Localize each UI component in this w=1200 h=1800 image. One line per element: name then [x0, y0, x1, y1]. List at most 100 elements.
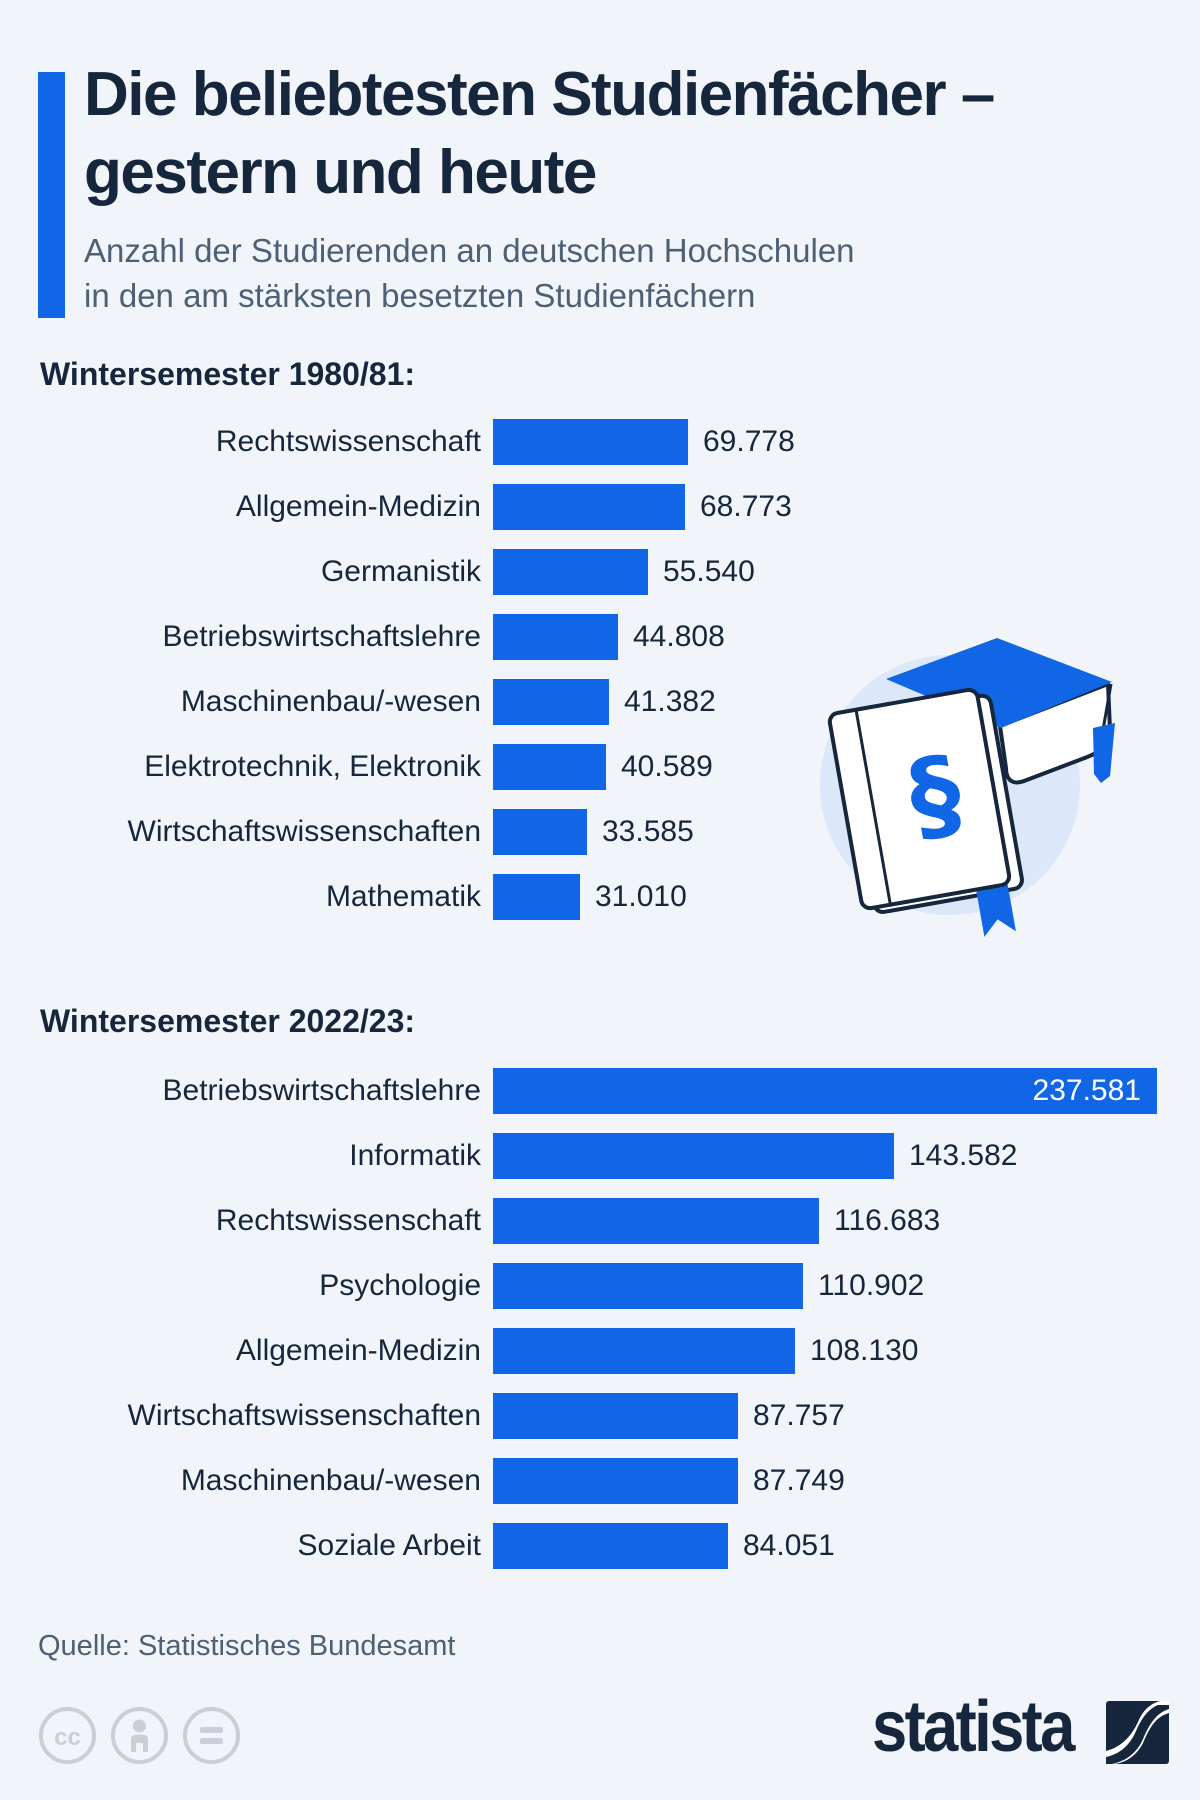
bar-zone: 69.778: [493, 418, 1200, 465]
page-title: Die beliebtesten Studienfächer – gestern…: [84, 56, 1164, 212]
bar-zone: 143.582: [493, 1132, 1200, 1179]
bar-zone: 40.589: [493, 743, 1200, 790]
bar-row: Informatik 143.582: [0, 1123, 1200, 1188]
category-label: Allgemein-Medizin: [235, 489, 481, 523]
bar-zone: 84.051: [493, 1522, 1200, 1569]
category-label: Soziale Arbeit: [297, 1528, 481, 1562]
license-icons: cc: [38, 1706, 241, 1765]
value-label: 87.757: [753, 1398, 845, 1432]
value-label: 55.540: [663, 554, 755, 588]
value-label: 31.010: [595, 879, 687, 913]
source-text: Quelle: Statistisches Bundesamt: [38, 1630, 456, 1662]
category-label: Wirtschaftswissenschaften: [127, 814, 481, 848]
bar: [493, 873, 580, 920]
category-label: Germanistik: [320, 554, 481, 588]
bar-row: Maschinenbau/-wesen 87.749: [0, 1448, 1200, 1513]
bar-zone: 33.585: [493, 808, 1200, 855]
law-book-icon: §: [827, 687, 1024, 937]
category-label: Informatik: [349, 1138, 481, 1172]
bar-zone: 110.902: [493, 1262, 1200, 1309]
bar-zone: 87.749: [493, 1457, 1200, 1504]
bar-row: Elektrotechnik, Elektronik 40.589: [0, 734, 1200, 799]
value-label: 69.778: [703, 424, 795, 458]
bar-zone: 108.130: [493, 1327, 1200, 1374]
bar-row: Wirtschaftswissenschaften 87.757: [0, 1383, 1200, 1448]
bar-row: Betriebswirtschaftslehre 237.581: [0, 1058, 1200, 1123]
bar-row: Wirtschaftswissenschaften 33.585: [0, 799, 1200, 864]
bar: [493, 1327, 795, 1374]
bar-zone: 116.683: [493, 1197, 1200, 1244]
bar-row: Allgemein-Medizin 108.130: [0, 1318, 1200, 1383]
category-label: Wirtschaftswissenschaften: [127, 1398, 481, 1432]
value-label: 110.902: [818, 1268, 925, 1302]
bar: [493, 548, 648, 595]
bookmark-ribbon: [975, 878, 1016, 937]
page-subtitle-line1: Anzahl der Studierenden an deutschen Hoc…: [84, 232, 855, 269]
bar-zone: 87.757: [493, 1392, 1200, 1439]
attribution-person-icon[interactable]: [110, 1706, 169, 1765]
section-heading-2022-23: Wintersemester 2022/23:: [40, 1003, 416, 1039]
value-label: 84.051: [743, 1528, 835, 1562]
bar-chart-2022-23: Betriebswirtschaftslehre 237.581 Informati…: [0, 1058, 1200, 1578]
category-label: Rechtswissenschaft: [215, 1203, 481, 1237]
title-accent-bar: [38, 72, 65, 318]
bar-zone: 41.382: [493, 678, 1200, 725]
bar-row: Mathematik 31.010: [0, 864, 1200, 929]
value-label: 44.808: [633, 619, 725, 653]
bar: 237.581: [493, 1067, 1157, 1114]
bar: [493, 678, 609, 725]
value-label: 87.749: [753, 1463, 845, 1497]
bar: [493, 613, 618, 660]
law-book-graduation-cap-illustration: §: [820, 638, 1115, 937]
category-label: Maschinenbau/-wesen: [180, 1463, 481, 1497]
bar-row: Psychologie 110.902: [0, 1253, 1200, 1318]
category-label: Betriebswirtschaftslehre: [162, 619, 481, 653]
statista-logo-mark: [1106, 1701, 1170, 1764]
bar: [493, 1392, 738, 1439]
category-label: Betriebswirtschaftslehre: [162, 1073, 481, 1107]
svg-text:cc: cc: [54, 1724, 81, 1751]
bar-row: Allgemein-Medizin 68.773: [0, 474, 1200, 539]
statista-logo[interactable]: statista: [872, 1687, 1170, 1767]
value-label: 40.589: [621, 749, 713, 783]
equals-icon[interactable]: [182, 1706, 241, 1765]
bar: [493, 1522, 728, 1569]
bar-row: Rechtswissenschaft 116.683: [0, 1188, 1200, 1253]
category-label: Maschinenbau/-wesen: [180, 684, 481, 718]
bar: [493, 743, 606, 790]
bar-chart-1980-81: Rechtswissenschaft 69.778 Allgemein-Medizi…: [0, 409, 1200, 929]
page-subtitle-line2: in den am stärksten besetzten Studienfäc…: [84, 277, 756, 314]
bar: [493, 418, 688, 465]
bar-zone: 55.540: [493, 548, 1200, 595]
bar-zone: 68.773: [493, 483, 1200, 530]
bar: [493, 1132, 894, 1179]
bar: [493, 483, 685, 530]
bar-zone: 31.010: [493, 873, 1200, 920]
bar-row: Germanistik 55.540: [0, 539, 1200, 604]
bar-zone: 237.581: [493, 1067, 1200, 1114]
bar-row: Rechtswissenschaft 69.778: [0, 409, 1200, 474]
value-label: 116.683: [834, 1203, 941, 1237]
page-subtitle: Anzahl der Studierenden an deutschen Hoc…: [84, 228, 1084, 318]
bar-row: Maschinenbau/-wesen 41.382: [0, 669, 1200, 734]
value-label: 143.582: [909, 1138, 1018, 1172]
category-label: Rechtswissenschaft: [215, 424, 481, 458]
cap-tassel: [1093, 723, 1115, 783]
category-label: Psychologie: [319, 1268, 481, 1302]
value-label: 33.585: [602, 814, 694, 848]
value-label: 237.581: [1032, 1073, 1141, 1107]
page-title-line1: Die beliebtesten Studienfächer –: [84, 60, 995, 129]
bar: [493, 1262, 803, 1309]
bar-zone: 44.808: [493, 613, 1200, 660]
bar: [493, 1197, 819, 1244]
cc-license-icon[interactable]: cc: [38, 1706, 97, 1765]
graduation-cap-icon: [886, 638, 1115, 785]
value-label: 108.130: [810, 1333, 919, 1367]
bar-row: Soziale Arbeit 84.051: [0, 1513, 1200, 1578]
bar-row: Betriebswirtschaftslehre 44.808: [0, 604, 1200, 669]
value-label: 68.773: [700, 489, 792, 523]
category-label: Mathematik: [325, 879, 481, 913]
statista-logo-text: statista: [872, 1687, 1075, 1767]
value-label: 41.382: [624, 684, 716, 718]
